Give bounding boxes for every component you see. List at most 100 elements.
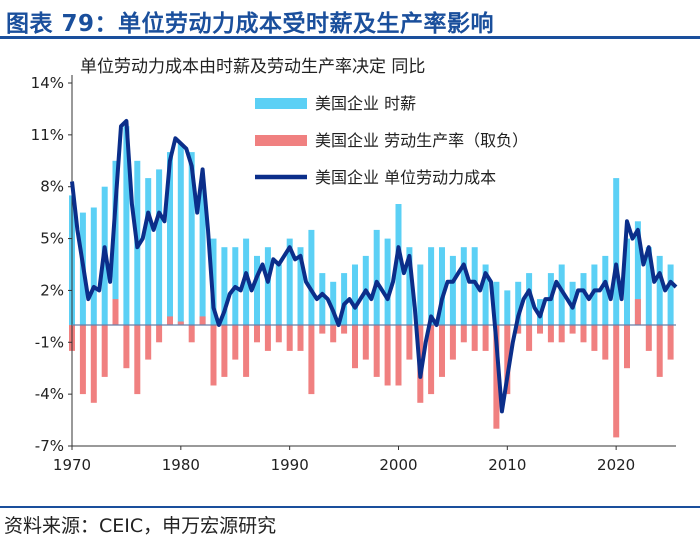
wage-bar (319, 273, 326, 325)
productivity-bar (602, 325, 609, 360)
wage-bar (624, 238, 630, 325)
productivity-bar (101, 325, 108, 377)
wage-bar (243, 238, 250, 325)
wage-bar (145, 178, 152, 325)
y-tick-label: 11% (31, 126, 64, 144)
productivity-bar (134, 325, 141, 395)
productivity-bar (297, 325, 304, 351)
productivity-bar (243, 325, 250, 377)
productivity-bar (634, 299, 641, 325)
productivity-bar (613, 325, 620, 438)
productivity-bar (308, 325, 315, 395)
wage-bar (656, 255, 663, 325)
productivity-bar (515, 325, 522, 334)
wage-bar (417, 264, 424, 325)
productivity-bar (341, 325, 348, 334)
productivity-bar (156, 325, 163, 343)
wage-bar (90, 207, 97, 325)
wage-bar (482, 264, 489, 325)
axes-layer: 14% 11% 8% 5% 2% -1% -4% -7%1970 1980 1990 2000 201… (31, 74, 676, 474)
x-tick-label: 2020 (597, 456, 635, 474)
productivity-bar (264, 325, 271, 351)
wage-bar (297, 247, 304, 325)
productivity-bar (493, 325, 500, 429)
productivity-bar (112, 299, 119, 325)
productivity-bar (232, 325, 239, 360)
productivity-bar (449, 325, 456, 360)
wage-bar (384, 238, 391, 325)
productivity-bar (439, 325, 445, 377)
wage-bar (428, 247, 435, 325)
productivity-bar (406, 325, 413, 360)
y-tick-label: 2% (40, 281, 64, 299)
wage-bar (264, 247, 271, 325)
legend-label: 美国企业 单位劳动力成本 (315, 168, 496, 187)
wage-bar (515, 281, 522, 325)
wage-bar (645, 247, 652, 325)
wage-bar (373, 229, 380, 325)
productivity-bar (254, 325, 260, 343)
productivity-bar (591, 325, 598, 351)
productivity-bar (395, 325, 402, 386)
wage-bar (188, 152, 195, 325)
line-layer (70, 119, 678, 414)
productivity-bar (569, 325, 576, 334)
productivity-bar (471, 325, 478, 351)
wage-bar (460, 247, 467, 325)
source-note: 资料来源：CEIC，申万宏源研究 (4, 515, 277, 537)
productivity-bar (123, 325, 130, 369)
x-tick-label: 1990 (271, 456, 309, 474)
wage-bar (504, 290, 511, 325)
wage-bar (330, 281, 337, 325)
y-tick-label: -1% (35, 333, 64, 351)
wage-bar (558, 264, 565, 325)
wage-bar (591, 264, 598, 325)
productivity-bar (90, 325, 97, 403)
productivity-bar (482, 325, 489, 351)
productivity-bar (286, 325, 293, 351)
wage-bar (352, 264, 358, 325)
y-tick-label: 5% (40, 230, 64, 248)
productivity-bar (210, 325, 217, 386)
productivity-bar (330, 325, 337, 343)
productivity-bar (373, 325, 380, 377)
wage-bar (667, 264, 674, 325)
x-tick-label: 1970 (53, 456, 91, 474)
productivity-bar (624, 325, 630, 369)
wage-bar (167, 152, 173, 325)
productivity-bar (537, 325, 543, 334)
productivity-bar (645, 325, 652, 351)
wage-bar (123, 126, 130, 325)
productivity-bar (319, 325, 326, 334)
wage-bar (449, 255, 456, 325)
productivity-bar (428, 325, 435, 395)
productivity-bar (177, 321, 184, 325)
wage-bar (286, 238, 293, 325)
wage-bar (308, 229, 315, 325)
legend-swatch (255, 135, 307, 146)
productivity-bar (547, 325, 554, 343)
productivity-bar (667, 325, 674, 360)
y-tick-label: 8% (40, 178, 64, 196)
figure-title: 图表 79：单位劳动力成本受时薪及生产率影响 (6, 11, 495, 37)
y-tick-label: -7% (35, 437, 64, 455)
wage-bar (112, 160, 119, 325)
productivity-bar (275, 325, 282, 343)
wage-bar (439, 247, 445, 325)
y-tick-label: -4% (35, 385, 64, 403)
header-rule (0, 36, 700, 39)
chart-subtitle: 单位劳动力成本由时薪及劳动生产率决定 同比 (80, 57, 425, 77)
wage-bar (221, 247, 228, 325)
wage-bar (580, 273, 587, 325)
wage-bar (275, 264, 282, 325)
productivity-bar (526, 325, 533, 351)
wage-bar (634, 221, 641, 325)
y-tick-label: 14% (31, 74, 64, 92)
productivity-bar (362, 325, 369, 360)
legend-swatch (255, 98, 307, 109)
wage-bar (199, 186, 206, 325)
productivity-bar (221, 325, 228, 377)
wage-bar (156, 169, 163, 325)
productivity-bar (558, 325, 565, 343)
